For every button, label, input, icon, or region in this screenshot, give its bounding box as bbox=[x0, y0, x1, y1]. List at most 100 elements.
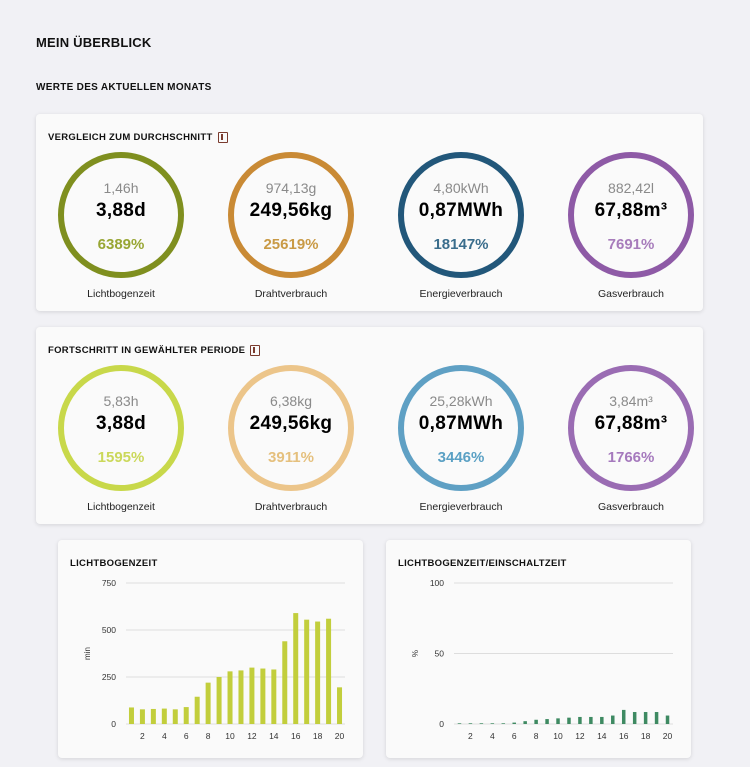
bar-day-16[interactable] bbox=[293, 613, 299, 724]
info-book-icon[interactable] bbox=[217, 132, 228, 143]
gauge-current-value: 3,88d bbox=[95, 200, 147, 221]
gauge-reference-value: 3,84m³ bbox=[609, 393, 653, 409]
x-tick-label: 2 bbox=[468, 731, 473, 741]
gauge-drahtverbrauch: 974,13g 249,56kg 25619% Drahtverbrauch bbox=[206, 152, 376, 300]
gauge-reference-value: 5,83h bbox=[103, 393, 139, 409]
gauge-label: Drahtverbrauch bbox=[254, 501, 328, 513]
bar-day-4[interactable] bbox=[161, 708, 167, 724]
bar-day-9[interactable] bbox=[545, 719, 549, 724]
bar-day-3[interactable] bbox=[150, 708, 156, 724]
arc-ratio-chart-card: LICHTBOGENZEIT/EINSCHALTZEIT 0 50 100% 2 4 6 8… bbox=[386, 540, 691, 758]
bar-day-14[interactable] bbox=[271, 669, 277, 724]
gauge-current-value: 67,88m³ bbox=[594, 413, 668, 434]
bar-day-17[interactable] bbox=[632, 712, 637, 724]
bar-day-19[interactable] bbox=[326, 618, 332, 724]
bar-day-11[interactable] bbox=[567, 717, 571, 724]
gauge-energieverbrauch: 25,28kWh 0,87MWh 3446% Energieverbrauch bbox=[376, 365, 546, 513]
bar-day-13[interactable] bbox=[260, 668, 266, 724]
bar-day-7[interactable] bbox=[194, 696, 200, 724]
bar-day-15[interactable] bbox=[282, 641, 288, 724]
x-tick-label: 4 bbox=[490, 731, 495, 741]
bar-day-14[interactable] bbox=[600, 716, 604, 724]
gauge-current-value: 249,56kg bbox=[249, 200, 333, 221]
bar-day-5[interactable] bbox=[172, 709, 178, 724]
gauge-reference-value: 4,80kWh bbox=[433, 180, 489, 196]
bar-day-1[interactable] bbox=[457, 723, 462, 724]
bar-day-18[interactable] bbox=[643, 712, 648, 724]
arc-ratio-chart: 0 50 100% 2 4 6 8 10 12 14 16 18 20 bbox=[411, 578, 673, 741]
x-tick-label: 6 bbox=[184, 731, 189, 741]
bar-day-3[interactable] bbox=[479, 723, 484, 724]
comparison-card: VERGLEICH ZUM DURCHSCHNITT 1,46h 3,88d 638… bbox=[36, 114, 703, 311]
bar-day-6[interactable] bbox=[183, 707, 189, 724]
y-tick-label: 100 bbox=[430, 578, 444, 588]
gauge-current-value: 3,88d bbox=[95, 413, 147, 434]
x-tick-label: 18 bbox=[313, 731, 323, 741]
x-tick-label: 10 bbox=[553, 731, 563, 741]
bar-day-10[interactable] bbox=[227, 671, 233, 724]
bar-day-17[interactable] bbox=[304, 619, 310, 724]
gauge-ring: 4,80kWh 0,87MWh 18147% bbox=[398, 152, 524, 278]
bar-day-8[interactable] bbox=[205, 682, 211, 724]
y-tick-label: 50 bbox=[435, 649, 445, 659]
bar-day-5[interactable] bbox=[501, 723, 506, 724]
y-tick-label: 0 bbox=[111, 719, 116, 729]
bar-day-19[interactable] bbox=[654, 712, 659, 724]
x-tick-label: 16 bbox=[291, 731, 301, 741]
gauge-label: Energieverbrauch bbox=[419, 501, 503, 513]
gauge-lichtbogenzeit: 1,46h 3,88d 6389% Lichtbogenzeit bbox=[36, 152, 206, 300]
bar-day-18[interactable] bbox=[315, 621, 321, 724]
gauge-current-value: 67,88m³ bbox=[594, 200, 668, 221]
comparison-card-header: VERGLEICH ZUM DURCHSCHNITT bbox=[48, 132, 228, 143]
bar-day-2[interactable] bbox=[139, 709, 145, 724]
gauge-label: Drahtverbrauch bbox=[254, 288, 328, 300]
x-tick-label: 6 bbox=[512, 731, 517, 741]
gauge-ring: 5,83h 3,88d 1595% bbox=[58, 365, 184, 491]
x-tick-label: 14 bbox=[597, 731, 607, 741]
bar-day-16[interactable] bbox=[621, 709, 626, 724]
gauge-ring: 882,42l 67,88m³ 7691% bbox=[568, 152, 694, 278]
arc-time-chart-card: LICHTBOGENZEIT 0 250 500 750 min 2 4 6 8 10 12 14 16… bbox=[58, 540, 363, 758]
bar-day-12[interactable] bbox=[578, 716, 582, 724]
bar-day-12[interactable] bbox=[249, 667, 255, 724]
bar-day-11[interactable] bbox=[238, 670, 244, 724]
bar-day-6[interactable] bbox=[512, 722, 516, 724]
bar-day-4[interactable] bbox=[490, 723, 495, 724]
bar-day-20[interactable] bbox=[337, 687, 343, 724]
bar-day-15[interactable] bbox=[611, 715, 615, 724]
x-tick-label: 12 bbox=[575, 731, 585, 741]
gauge-ring: 6,38kg 249,56kg 3911% bbox=[228, 365, 354, 491]
page-title: MEIN ÜBERBLICK bbox=[36, 35, 152, 50]
gauge-label: Energieverbrauch bbox=[419, 288, 503, 300]
gauge-percent: 1766% bbox=[607, 449, 655, 466]
gauge-percent: 18147% bbox=[433, 236, 489, 253]
gauge-label: Gasverbrauch bbox=[598, 288, 664, 300]
bar-day-13[interactable] bbox=[589, 716, 593, 724]
info-book-icon[interactable] bbox=[250, 345, 261, 356]
gauge-percent: 7691% bbox=[607, 236, 655, 253]
y-axis-label: % bbox=[411, 650, 420, 657]
gauge-label: Lichtbogenzeit bbox=[87, 501, 155, 513]
gauge-percent: 3446% bbox=[437, 449, 485, 466]
gauge-gasverbrauch: 3,84m³ 67,88m³ 1766% Gasverbrauch bbox=[546, 365, 716, 513]
gauge-percent: 6389% bbox=[97, 236, 145, 253]
gauge-ring: 3,84m³ 67,88m³ 1766% bbox=[568, 365, 694, 491]
gauge-reference-value: 25,28kWh bbox=[429, 393, 493, 409]
x-tick-label: 16 bbox=[619, 731, 629, 741]
bar-day-10[interactable] bbox=[556, 718, 560, 724]
y-tick-label: 750 bbox=[102, 578, 116, 588]
bar-day-20[interactable] bbox=[665, 715, 670, 724]
bar-day-1[interactable] bbox=[128, 707, 134, 724]
gauge-percent: 1595% bbox=[97, 449, 145, 466]
y-tick-label: 250 bbox=[102, 672, 116, 682]
x-tick-label: 12 bbox=[247, 731, 257, 741]
bar-day-9[interactable] bbox=[216, 677, 222, 724]
gauge-reference-value: 1,46h bbox=[103, 180, 139, 196]
x-tick-label: 20 bbox=[663, 731, 673, 741]
bar-day-2[interactable] bbox=[468, 723, 473, 724]
x-tick-label: 20 bbox=[335, 731, 345, 741]
x-tick-label: 8 bbox=[206, 731, 211, 741]
bar-day-7[interactable] bbox=[523, 721, 527, 724]
bar-day-8[interactable] bbox=[534, 719, 538, 724]
gauge-ring: 1,46h 3,88d 6389% bbox=[58, 152, 184, 278]
